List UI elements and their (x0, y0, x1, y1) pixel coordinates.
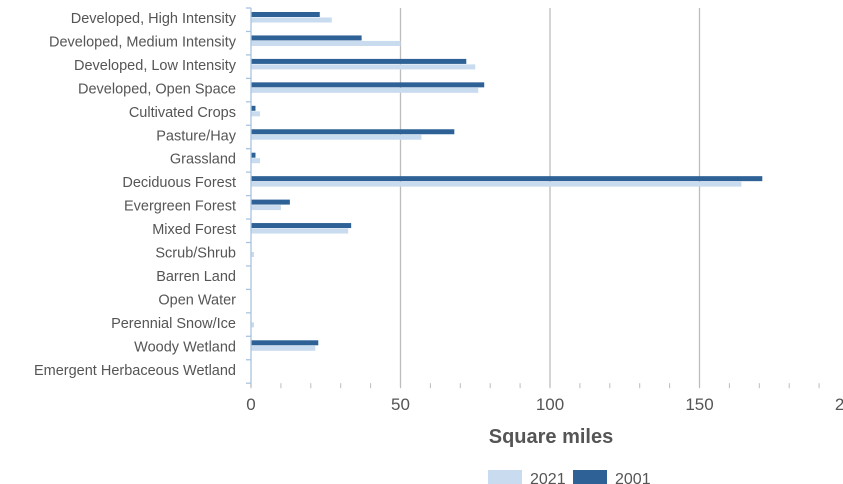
category-label: Emergent Herbaceous Wetland (34, 363, 236, 379)
category-label: Developed, Open Space (78, 81, 236, 97)
bar-2001 (251, 176, 763, 182)
bar-2001 (251, 105, 256, 111)
x-tick-label: 200 (835, 395, 843, 414)
bar-2001 (251, 152, 256, 158)
bar-2001 (251, 58, 467, 64)
bar-2001 (251, 12, 320, 17)
bar-2021 (251, 345, 316, 351)
category-label: Developed, High Intensity (71, 11, 237, 27)
bar-2001 (251, 199, 290, 205)
category-label: Scrub/Shrub (155, 246, 236, 262)
gridlines (399, 8, 701, 388)
category-label: Deciduous Forest (122, 175, 236, 191)
bar-2021 (251, 134, 422, 140)
bar-2021 (251, 17, 332, 23)
x-tick-label: 100 (536, 395, 564, 414)
category-labels: Developed, High Intensity Developed, Medi… (34, 11, 237, 379)
bar-2021 (251, 205, 281, 211)
x-tick-label: 0 (246, 395, 255, 414)
legend-label-2001: 2001 (615, 471, 651, 484)
bar-2001 (251, 35, 362, 41)
category-label: Pasture/Hay (156, 128, 237, 144)
category-label: Cultivated Crops (129, 105, 236, 121)
category-label: Perennial Snow/Ice (111, 316, 236, 332)
bar-2021 (251, 252, 254, 257)
bar-2021 (251, 228, 349, 234)
category-label: Mixed Forest (152, 222, 236, 238)
bar-2021 (251, 87, 479, 93)
legend: 2021 2001 (488, 470, 651, 484)
bar-2001 (251, 340, 319, 346)
legend-label-2021: 2021 (530, 471, 566, 484)
category-label: Open Water (158, 292, 236, 308)
category-label: Grassland (170, 152, 236, 168)
category-label: Evergreen Forest (124, 199, 236, 215)
legend-swatch-2021 (488, 470, 522, 484)
bar-2001 (251, 223, 352, 229)
x-axis-title: Square miles (489, 426, 614, 448)
bar-2021 (251, 64, 476, 70)
x-tick-label: 150 (685, 395, 713, 414)
bar-2021 (251, 181, 742, 187)
bar-2021 (251, 40, 401, 46)
x-tick-labels: 0 50 100 150 200 (246, 395, 843, 414)
category-label: Barren Land (156, 269, 236, 285)
category-label: Developed, Low Intensity (74, 58, 237, 74)
bar-2021 (251, 158, 260, 164)
axes (246, 7, 820, 389)
category-label: Developed, Medium Intensity (49, 34, 237, 50)
bar-2021 (251, 322, 254, 328)
bar-2001 (251, 82, 485, 88)
bar-2021 (251, 111, 260, 117)
x-tick-label: 50 (391, 395, 410, 414)
bar-2001 (251, 129, 455, 135)
bars (251, 12, 763, 351)
category-label: Woody Wetland (134, 339, 236, 355)
legend-swatch-2001 (573, 470, 607, 484)
